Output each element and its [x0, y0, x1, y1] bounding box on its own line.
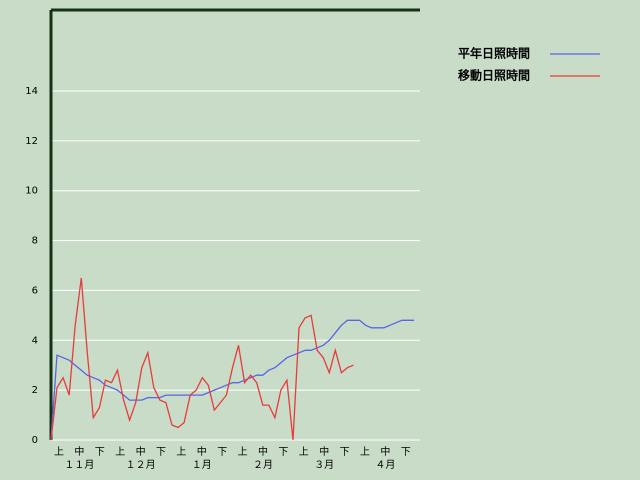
legend-label: 移動日照時間: [458, 68, 530, 83]
x-period-label: 上: [360, 446, 370, 458]
x-month-label: ２月: [253, 459, 273, 471]
x-period-label: 上: [238, 446, 248, 458]
x-period-label: 中: [197, 445, 207, 458]
x-period-label: 上: [54, 446, 64, 458]
y-tick-label: 12: [25, 136, 38, 147]
y-tick-label: 14: [25, 86, 38, 97]
x-month-label: １月: [192, 459, 212, 471]
line-series: [50, 277, 354, 441]
y-tick-label: 2: [32, 385, 38, 396]
x-month-label: ３月: [314, 459, 334, 471]
x-period-label: 下: [95, 447, 105, 458]
x-month-label: １２月: [126, 459, 156, 471]
x-period-label: 下: [156, 447, 166, 458]
y-tick-label: 6: [32, 285, 38, 296]
x-month-label: １１月: [64, 459, 94, 471]
x-period-label: 下: [401, 447, 411, 458]
y-tick-label: 8: [32, 236, 38, 247]
legend-label: 平年日照時間: [458, 46, 530, 61]
line-series: [50, 319, 414, 441]
x-period-label: 下: [278, 447, 288, 458]
x-period-label: 中: [136, 445, 146, 458]
x-period-label: 中: [74, 445, 84, 458]
y-tick-label: 4: [32, 335, 38, 346]
x-period-label: 上: [115, 446, 125, 458]
x-period-label: 中: [380, 445, 390, 458]
x-period-label: 下: [340, 447, 350, 458]
x-period-label: 中: [258, 445, 268, 458]
x-period-label: 上: [299, 446, 309, 458]
y-tick-label: 0: [32, 435, 38, 446]
y-tick-label: 10: [25, 186, 38, 197]
x-period-label: 下: [217, 447, 227, 458]
x-month-label: ４月: [375, 459, 395, 471]
x-period-label: 中: [319, 445, 329, 458]
x-period-label: 上: [176, 446, 186, 458]
